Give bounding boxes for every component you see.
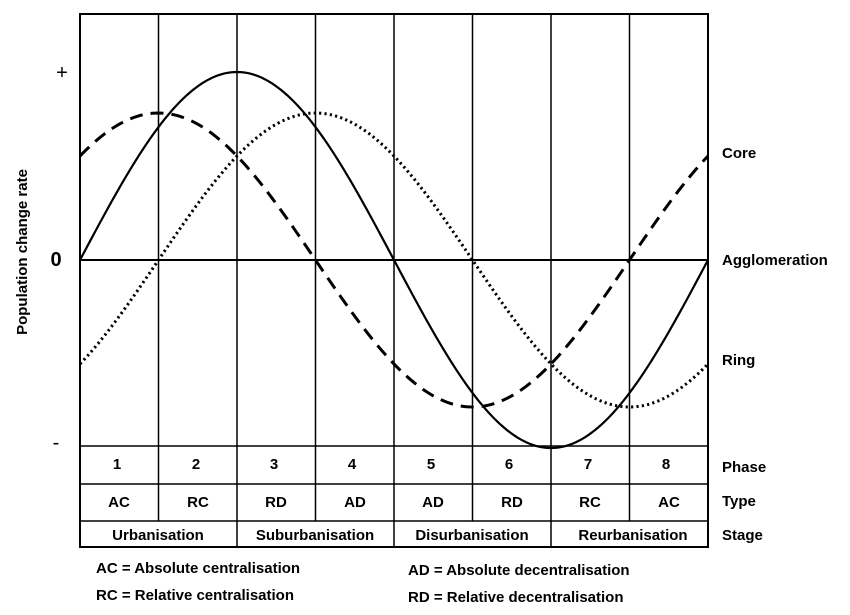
y-axis-plus: + [56, 62, 68, 84]
type-cell: AD [422, 494, 444, 511]
type-cell: AD [344, 494, 366, 511]
core-curve [78, 111, 710, 409]
stage-row-label: Stage [722, 527, 763, 544]
type-row: AC RC RD AD AD RD RC AC [108, 494, 680, 511]
phase-dividers [157, 14, 631, 547]
stage-cell: Reurbanisation [578, 527, 687, 544]
phase-cell: 6 [505, 456, 513, 473]
y-axis-minus: - [53, 432, 60, 454]
phase-cell: 7 [584, 456, 592, 473]
legend-rd: RD = Relative decentralisation [408, 589, 624, 606]
legend-ad: AD = Absolute decentralisation [408, 562, 630, 579]
phase-cell: 2 [192, 456, 200, 473]
legend-ac: AC = Absolute centralisation [96, 560, 300, 577]
stage-cell: Urbanisation [112, 527, 204, 544]
type-cell: RC [187, 494, 209, 511]
type-cell: RC [579, 494, 601, 511]
phase-cell: 4 [348, 456, 357, 473]
phase-row: 1 2 3 4 5 6 7 8 [113, 456, 670, 473]
type-cell: AC [108, 494, 130, 511]
type-cell: AC [658, 494, 680, 511]
core-label: Core [722, 145, 756, 162]
stage-cell: Suburbanisation [256, 527, 374, 544]
legend-rc: RC = Relative centralisation [96, 587, 294, 604]
stage-cell: Disurbanisation [415, 527, 528, 544]
table-row-dividers [80, 445, 708, 522]
legend: AC = Absolute centralisation RC = Relati… [96, 560, 630, 606]
agglomeration-label: Agglomeration [722, 252, 828, 269]
phase-row-label: Phase [722, 459, 766, 476]
phase-cell: 5 [427, 456, 435, 473]
type-row-label: Type [722, 493, 756, 510]
ring-label: Ring [722, 352, 755, 369]
ring-curve [78, 111, 710, 409]
stage-row: Urbanisation Suburbanisation Disurbanisa… [112, 527, 687, 544]
y-axis-zero: 0 [50, 249, 61, 271]
y-axis-title: Population change rate [14, 169, 31, 335]
type-cell: RD [265, 494, 287, 511]
type-cell: RD [501, 494, 523, 511]
phase-cell: 8 [662, 456, 670, 473]
agglomeration-curve [79, 70, 709, 450]
phase-cell: 3 [270, 456, 278, 473]
phase-cell: 1 [113, 456, 121, 473]
